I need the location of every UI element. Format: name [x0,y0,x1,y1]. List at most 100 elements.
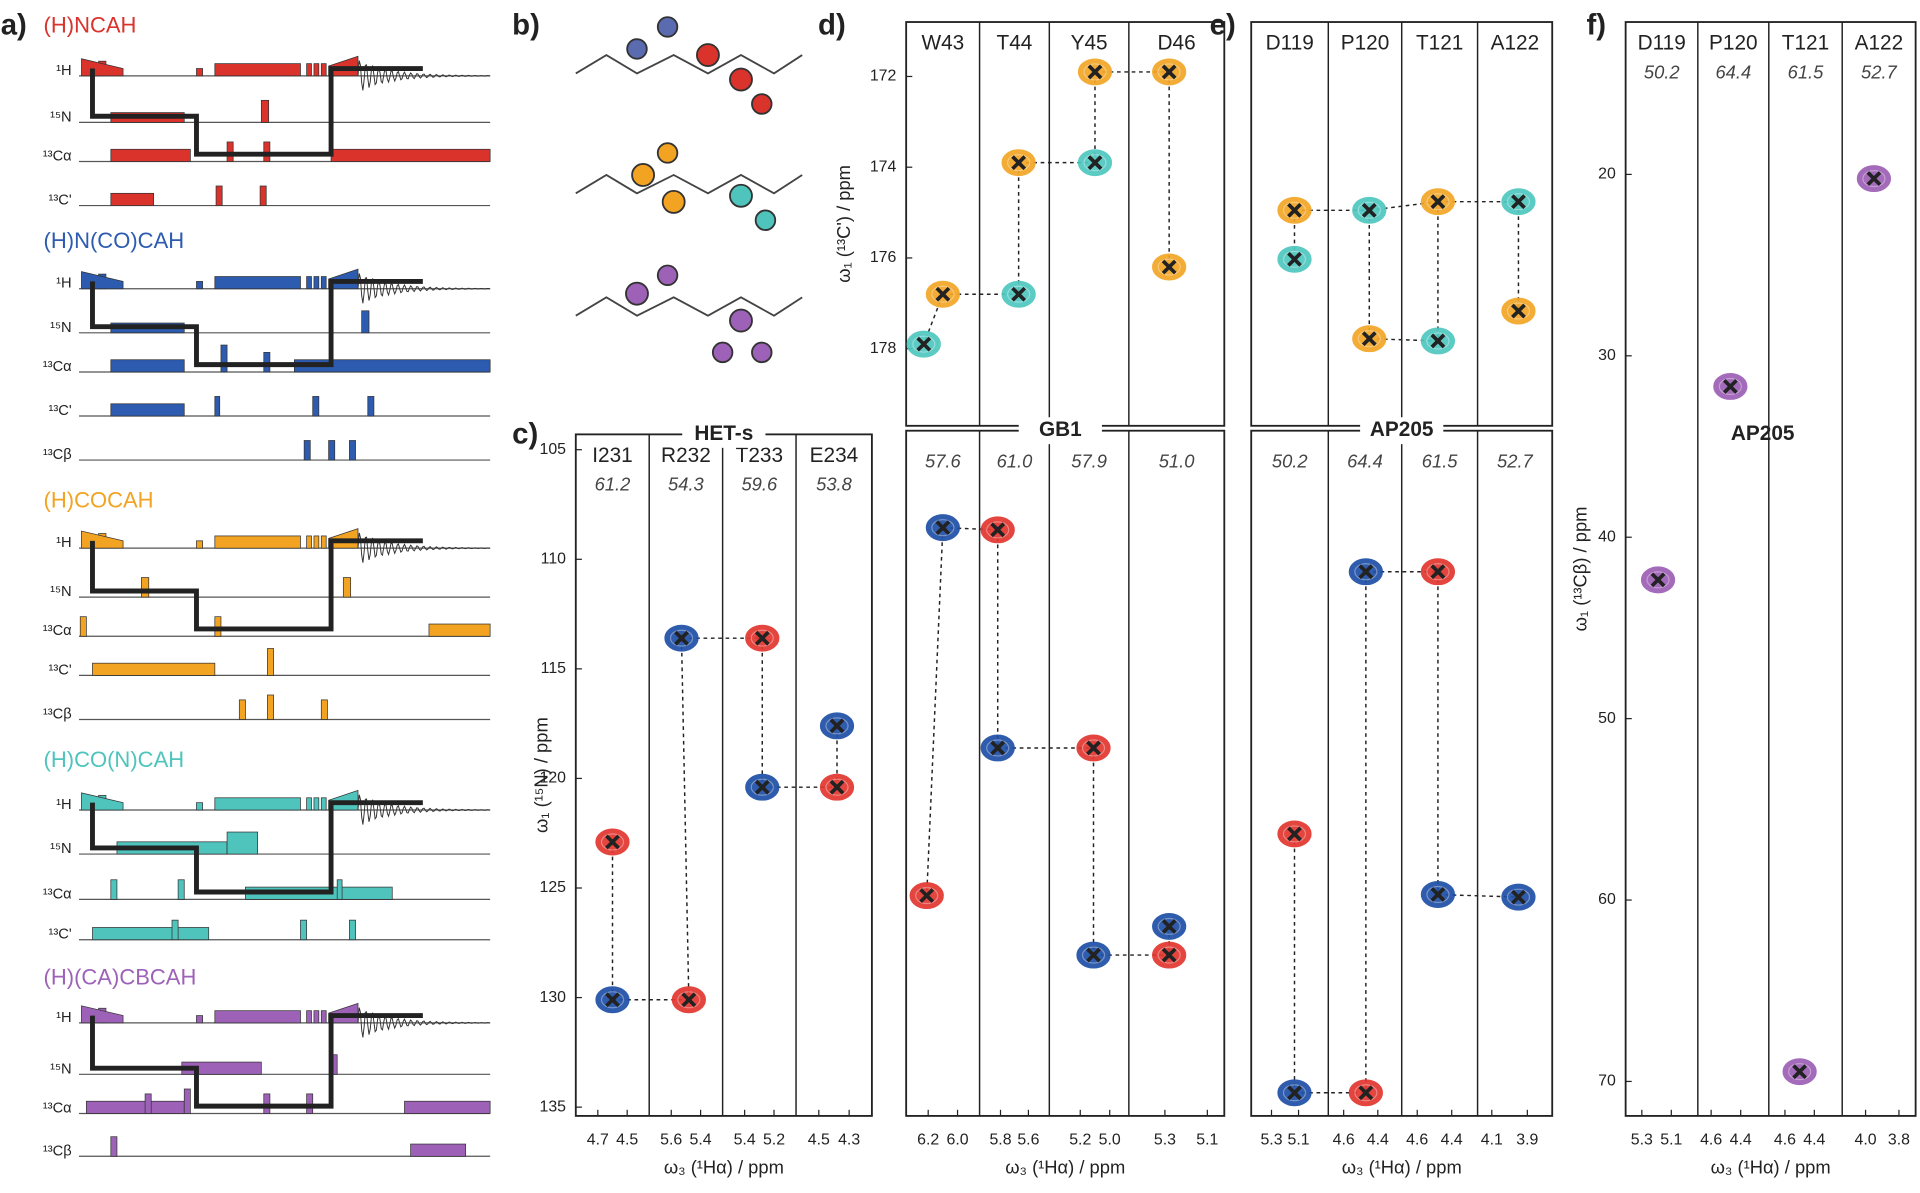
spectrum-frame: 105 110 115 120 125 130 135 ω₁ (¹⁵N) / ppm [531,433,873,1117]
peak-cross [1361,331,1377,347]
peak-contour [912,335,936,353]
peak-contour [1426,563,1450,581]
peak-cross [1161,64,1177,80]
peak-contour [600,833,625,851]
y-tick-label: 125 [539,879,566,896]
pulse-block [238,699,246,720]
panel-label: c) [512,417,538,450]
peak [1348,1079,1383,1107]
peak-cross [674,630,689,646]
x-tick-label: 5.6 [660,1132,682,1149]
pulse-block [349,919,356,941]
peak-cross [919,888,935,904]
y-tick-label: 50 [1598,710,1616,727]
pulse-block [306,1010,312,1024]
backbone [575,296,803,317]
pulse-block [320,1010,327,1024]
x-tick-label: 4.7 [587,1132,609,1149]
peak-cross [1511,303,1526,319]
pulse-block [214,396,221,417]
spectrum-frame [1250,21,1554,427]
peak [819,712,855,740]
atom [656,16,679,38]
panel-label: e) [1210,9,1236,42]
peak-cross [1358,1085,1374,1101]
peak-cross [935,520,951,536]
x-tick-label: 4.6 [1406,1132,1428,1149]
pulse-block [303,440,311,461]
pulse-block [177,879,185,900]
atom [729,308,753,333]
peak [1420,327,1456,355]
channel-label: ¹⁵N [50,841,72,857]
peak [1077,58,1113,86]
peak-contour [1506,193,1531,211]
peak-cross [935,286,951,302]
pulse-block [306,797,312,811]
peak [671,986,706,1014]
strip-shift: 51.0 [1159,450,1196,471]
x-tick-label: 3.9 [1516,1132,1538,1149]
pulse-block [306,535,312,549]
peak-contour [931,285,955,303]
peak [1640,566,1676,594]
strip-label: Y45 [1071,32,1108,55]
peak [925,514,960,542]
peak [1501,188,1536,216]
strip-label: P120 [1709,32,1758,55]
peak [745,624,780,652]
backbone [575,173,803,195]
x-tick-label: 4.3 [838,1132,860,1149]
channel-label: ¹³Cα [43,886,72,902]
peak [906,330,941,358]
strip-shift: 64.4 [1715,61,1751,82]
strip-label: T44 [997,32,1033,55]
peak-contour [750,629,774,647]
peak-cross [605,992,620,1008]
x-axis-label: ω₃ (¹Hα) / ppm [1342,1156,1462,1177]
peak-contour [1788,1063,1812,1081]
atom [751,93,773,115]
pulse-block [320,535,327,549]
y-axis-label: ω₁ (¹⁵N) / ppm [531,717,552,833]
peak-cross [1511,889,1526,905]
y-tick-label: 176 [870,249,897,266]
spectrum-frame: 172 174 176 178 ω₁ (¹³C') / ppm [833,21,1226,427]
peak-contour [1157,258,1181,276]
channel-label: ¹³C' [49,193,72,209]
spectrum-header: GB1 [1039,418,1082,441]
y-tick-label: 40 [1598,528,1616,545]
peak [1152,253,1187,281]
peak-cross [1086,947,1101,963]
peak [1352,196,1387,224]
peak-contour [677,991,701,1009]
pulse-block [367,396,375,417]
panel-label: a) [1,9,27,42]
peak-contour [600,991,625,1009]
peak-contour [915,887,939,905]
pulse-block [320,699,328,720]
peak-cross [1287,202,1302,218]
peak-contour [1426,885,1450,904]
peak-cross [1161,919,1177,934]
x-tick-label: 5.1 [1288,1132,1310,1149]
x-tick-label: 5.2 [763,1132,785,1149]
peak-cross [1011,286,1027,302]
header-bg [1360,417,1444,445]
strip-label: I231 [592,444,632,467]
header-bg [682,420,766,448]
peak [1076,734,1111,762]
strip-label: T121 [1782,32,1829,55]
spectrum-header: HET-s [694,422,753,445]
x-tick-label: 5.1 [1660,1132,1682,1149]
pulse-block [171,919,179,941]
peak-contour [1081,946,1106,964]
peak-cross [1161,259,1177,275]
spectrum-frame [1250,429,1554,1117]
peak-contour [1354,563,1378,581]
peak [1152,941,1187,969]
atom [751,341,773,364]
peak-cross [1866,171,1882,186]
peak-contour [1354,1084,1378,1102]
connector [925,527,944,896]
